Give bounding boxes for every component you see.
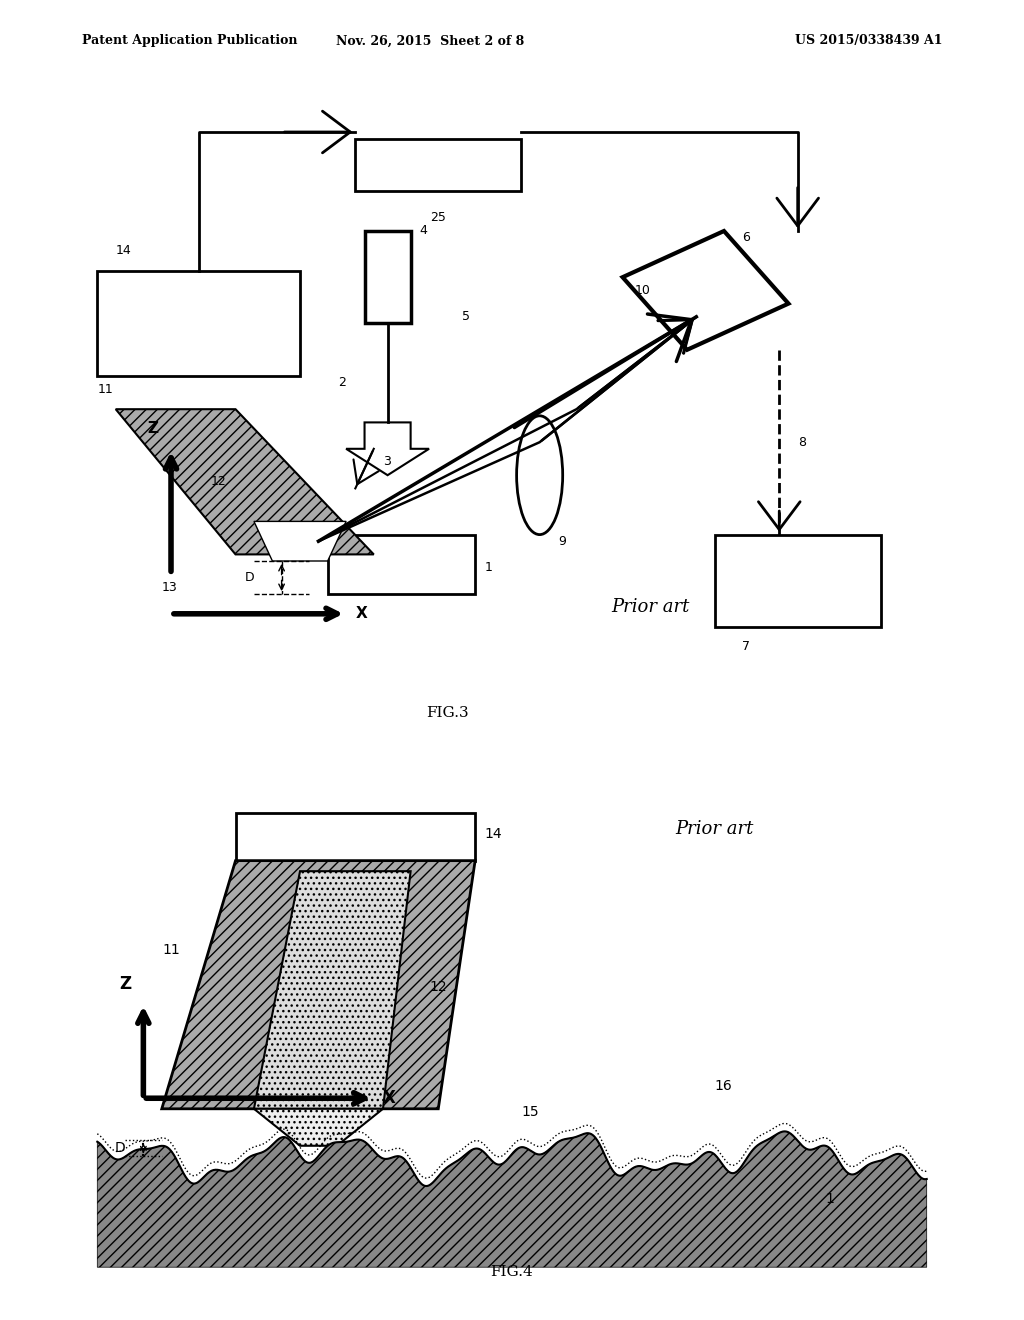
- Text: 1: 1: [825, 1192, 835, 1205]
- Bar: [715, 535, 881, 627]
- Polygon shape: [623, 231, 788, 350]
- Text: Nov. 26, 2015  Sheet 2 of 8: Nov. 26, 2015 Sheet 2 of 8: [336, 34, 524, 48]
- Text: 4: 4: [420, 224, 428, 238]
- Text: 3: 3: [383, 455, 391, 469]
- Polygon shape: [254, 871, 411, 1109]
- Polygon shape: [346, 422, 429, 475]
- Text: 12: 12: [429, 981, 446, 994]
- Text: FIG.4: FIG.4: [490, 1266, 534, 1279]
- Text: Z: Z: [147, 421, 158, 436]
- Text: 14: 14: [484, 828, 502, 841]
- Text: Prior art: Prior art: [611, 598, 689, 616]
- Text: 8: 8: [798, 436, 806, 449]
- Bar: [365, 231, 411, 323]
- Text: Z: Z: [119, 974, 131, 993]
- Text: 11: 11: [163, 944, 180, 957]
- Text: 11: 11: [97, 383, 113, 396]
- Text: 7: 7: [742, 640, 751, 653]
- Text: 2: 2: [338, 376, 346, 389]
- Text: D: D: [245, 572, 254, 583]
- Text: 5: 5: [462, 310, 470, 323]
- Text: 13: 13: [162, 581, 177, 594]
- Text: 9: 9: [558, 535, 566, 548]
- Bar: [328, 535, 475, 594]
- Text: 12: 12: [211, 475, 226, 488]
- Text: D: D: [115, 1142, 125, 1155]
- Text: 6: 6: [742, 231, 751, 244]
- Text: 16: 16: [715, 1078, 732, 1093]
- Ellipse shape: [517, 416, 563, 535]
- Polygon shape: [162, 861, 475, 1109]
- Text: 25: 25: [430, 211, 446, 224]
- Text: Prior art: Prior art: [676, 820, 754, 838]
- Bar: [236, 813, 475, 861]
- Text: Patent Application Publication: Patent Application Publication: [82, 34, 297, 48]
- Text: 10: 10: [634, 284, 650, 297]
- Polygon shape: [254, 1109, 383, 1146]
- Text: 15: 15: [521, 1105, 540, 1119]
- Text: 1: 1: [484, 561, 493, 574]
- Polygon shape: [116, 409, 374, 554]
- Text: X: X: [355, 606, 367, 622]
- Text: 14: 14: [116, 244, 131, 257]
- Bar: [97, 271, 300, 376]
- Text: US 2015/0338439 A1: US 2015/0338439 A1: [795, 34, 942, 48]
- Polygon shape: [254, 521, 346, 561]
- Bar: [355, 139, 521, 191]
- Text: FIG.3: FIG.3: [426, 706, 469, 719]
- Text: X: X: [383, 1089, 396, 1107]
